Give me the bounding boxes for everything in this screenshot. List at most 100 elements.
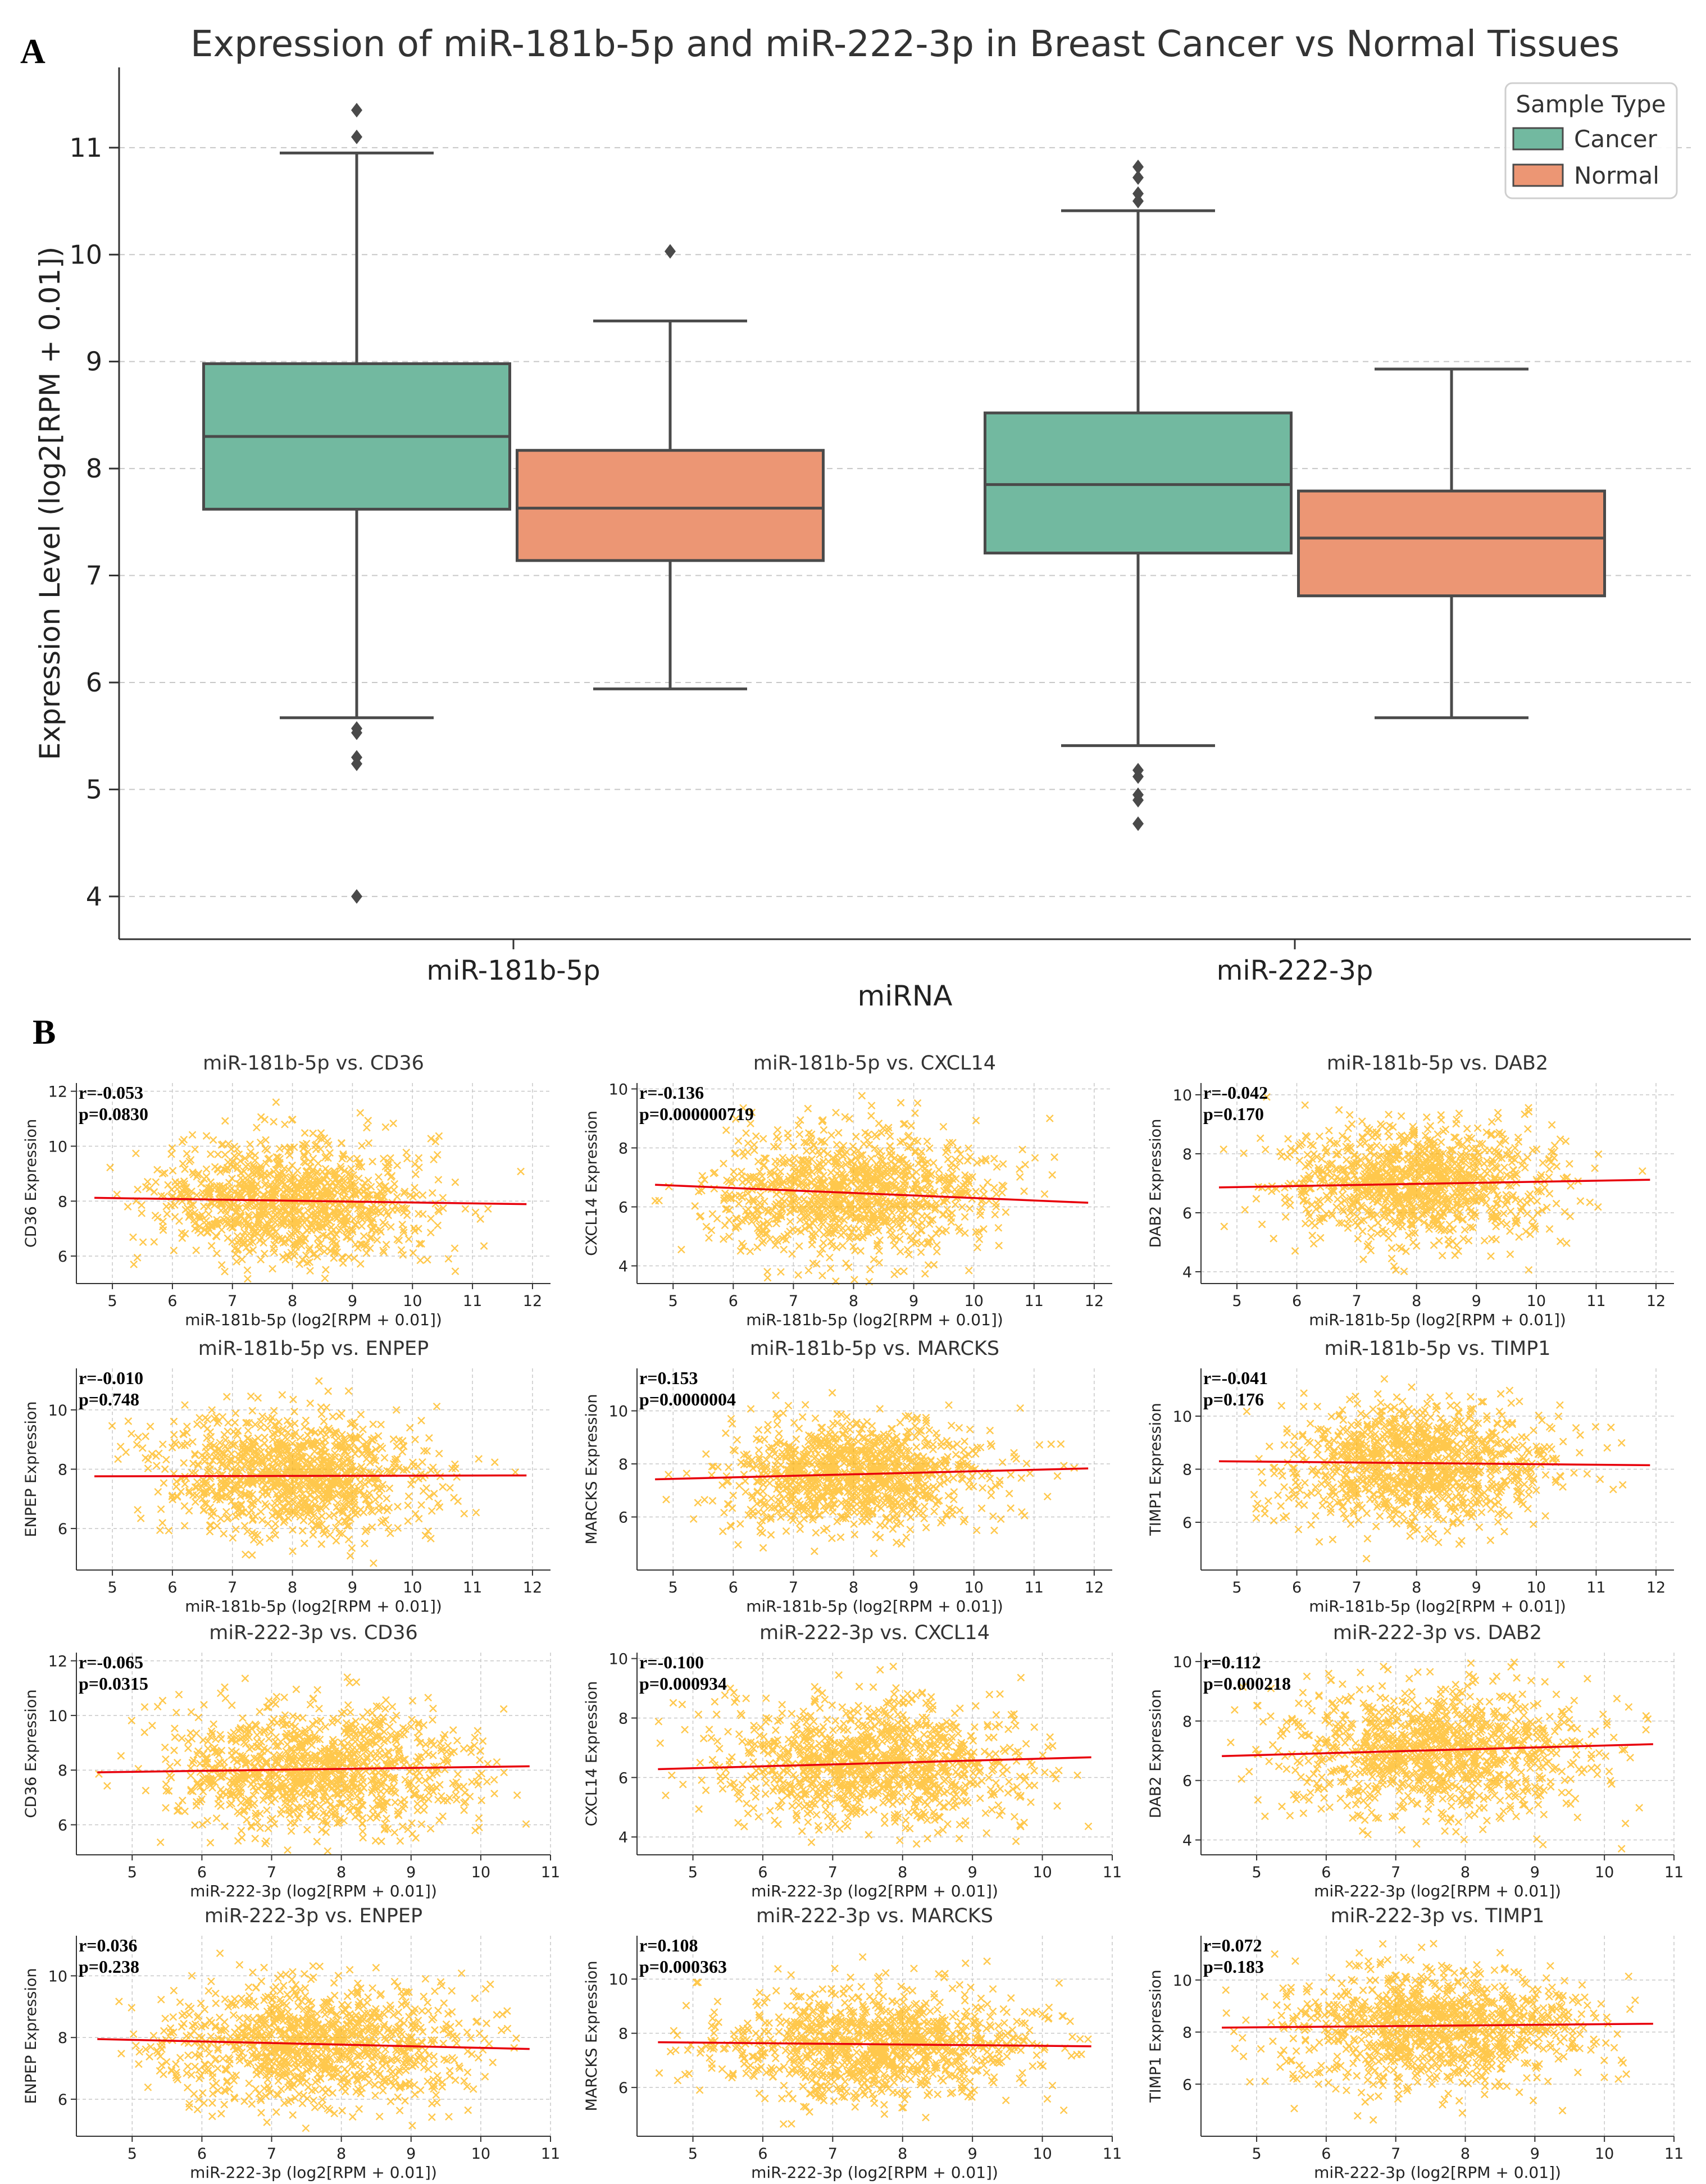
p-value-label: p=0.000363: [639, 1957, 727, 1977]
correlation-r-label: r=-0.136: [639, 1082, 704, 1103]
y-tick-label: 6: [58, 1248, 67, 1266]
x-tick-label: 6: [758, 1864, 767, 1881]
scatter-panel-1: 5 6 7 8 9 10 11 12 6 8 10 12 miR-181b-5p vs. CD36 miR…: [22, 1052, 551, 1329]
y-tick-label: 10: [1173, 1654, 1192, 1671]
scatter-title: miR-181b-5p vs. CXCL14: [753, 1052, 996, 1075]
y-tick-label: 10: [1173, 1087, 1192, 1104]
y-tick-label: 6: [618, 1199, 628, 1217]
x-tick-label: 10: [403, 1579, 422, 1596]
scatter-panel-7: 5 6 7 8 9 10 11 6 8 10 12 miR-222-3p vs. CD36 miR-22…: [22, 1622, 560, 1900]
x-tick-label: 8: [288, 1579, 297, 1596]
y-tick-label: 6: [1182, 1205, 1192, 1222]
x-tick-label: 12: [1646, 1293, 1666, 1310]
legend-title: Sample Type: [1516, 90, 1666, 118]
scatter-panel-6: 5 6 7 8 9 10 11 12 6 8 10 miR-181b-5p vs. TIMP1 miR-…: [1147, 1337, 1674, 1616]
y-tick-label: 8: [1182, 1146, 1192, 1163]
y-tick-label: 8: [58, 1193, 67, 1211]
x-tick-label: 6: [729, 1293, 738, 1310]
x-tick-label: 10: [965, 1579, 984, 1596]
y-tick-label: 8: [58, 1762, 67, 1780]
x-tick-label: 9: [1530, 1864, 1540, 1881]
outlier-marker: [351, 129, 362, 144]
x-tick-label: 9: [909, 1293, 918, 1310]
x-tick-label: 6: [758, 2145, 767, 2163]
y-axis-label: CD36 Expression: [22, 1119, 40, 1248]
x-tick-label: 10: [1527, 1579, 1546, 1596]
y-tick-label: 10: [609, 1403, 628, 1421]
y-axis-label: ENPEP Expression: [22, 1401, 40, 1537]
x-axis-label: miR-181b-5p (log2[RPM + 0.01]): [185, 1311, 442, 1329]
y-tick-label: 4: [1182, 1264, 1192, 1281]
outlier-marker: [351, 725, 362, 740]
x-tick-label: 8: [898, 1864, 907, 1881]
x-axis-label: miR-222-3p (log2[RPM + 0.01]): [751, 2163, 998, 2182]
correlation-r-label: r=0.036: [79, 1935, 137, 1955]
scatter-title: miR-181b-5p vs. ENPEP: [198, 1337, 429, 1360]
x-axis-label: miR-222-3p (log2[RPM + 0.01]): [1314, 2163, 1561, 2182]
x-tick-label: 11: [1586, 1579, 1605, 1596]
x-tick-label: 8: [898, 2145, 907, 2163]
x-tick-label: 6: [1321, 2145, 1331, 2163]
y-tick-label: 4: [1182, 1832, 1192, 1850]
scatter-panel-10: 5 6 7 8 9 10 11 6 8 10 miR-222-3p vs. ENPEP miR-222…: [22, 1905, 560, 2182]
outlier-marker: [1132, 816, 1144, 831]
x-tick-label: 9: [406, 2145, 416, 2163]
boxplot-chart: 4 5 6 7 8 9 10 11 miR-181b-5p miR-222-3p Expressio…: [34, 24, 1691, 1012]
y-tick-label: 6: [58, 2091, 67, 2109]
x-tick-label: 12: [523, 1293, 542, 1310]
outlier-marker: [1132, 793, 1144, 808]
x-tick-label: 7: [1391, 1864, 1400, 1881]
y-tick-label: 8: [618, 2026, 628, 2043]
y-tick-label: 6: [1182, 2076, 1192, 2094]
x-tick-label: 12: [1085, 1579, 1104, 1596]
regression-line: [94, 1474, 527, 1477]
x-tick-label: 10: [965, 1293, 984, 1310]
p-value-label: p=0.0315: [79, 1673, 148, 1694]
regression-line: [1218, 1179, 1650, 1189]
y-tick-label: 6: [86, 667, 102, 698]
x-tick-label: 5: [108, 1579, 117, 1596]
y-tick-label: 10: [1173, 1972, 1192, 1990]
y-tick-label: 4: [86, 881, 102, 912]
y-axis-label: MARCKS Expression: [583, 1394, 600, 1544]
regression-line: [1222, 1743, 1653, 1757]
scatter-title: miR-222-3p vs. DAB2: [1333, 1622, 1542, 1644]
y-tick-label: 8: [618, 1456, 628, 1473]
scatter-title: miR-181b-5p vs. TIMP1: [1324, 1337, 1550, 1360]
x-tick-label: 6: [167, 1293, 177, 1310]
regression-line: [94, 1196, 527, 1205]
regression-line: [97, 1765, 530, 1773]
x-tick-label: 8: [1412, 1579, 1421, 1596]
outlier-marker: [1132, 170, 1144, 185]
x-tick-label: 12: [523, 1579, 542, 1596]
x-tick-label: 11: [463, 1293, 482, 1310]
box-normal: [516, 449, 825, 562]
x-axis-label: miR-181b-5p (log2[RPM + 0.01]): [746, 1311, 1003, 1329]
x-tick-label: 5: [688, 1864, 698, 1881]
y-tick-label: 6: [58, 1817, 67, 1834]
p-value-label: p=0.000218: [1203, 1673, 1291, 1694]
scatter-points: [1243, 1375, 1627, 1563]
x-tick-label: 10: [1032, 1864, 1052, 1881]
regression-line: [655, 1184, 1089, 1204]
y-axis-label: ENPEP Expression: [22, 1968, 40, 2104]
y-tick-label: 8: [58, 1462, 67, 1479]
x-tick-label: miR-181b-5p: [426, 955, 600, 986]
y-tick-label: 10: [609, 1651, 628, 1668]
y-tick-label: 10: [609, 1971, 628, 1989]
correlation-r-label: r=-0.065: [79, 1652, 143, 1672]
scatter-points: [115, 1949, 520, 2132]
scatter-panel-5: 5 6 7 8 9 10 11 12 6 8 10 miR-181b-5p vs. MARCKS miR…: [583, 1337, 1112, 1616]
correlation-r-label: r=-0.053: [79, 1082, 143, 1103]
x-tick-label: 5: [1232, 1293, 1241, 1310]
chart-title: Expression of miR-181b-5p and miR-222-3p…: [190, 24, 1619, 65]
x-tick-label: 6: [197, 2145, 207, 2163]
x-tick-label: 7: [1391, 2145, 1400, 2163]
y-tick-label: 8: [1182, 1462, 1192, 1479]
p-value-label: p=0.000934: [639, 1673, 727, 1694]
x-tick-label: 8: [288, 1293, 297, 1310]
outlier-marker: [1132, 186, 1144, 201]
y-tick-label: 6: [1182, 1773, 1192, 1790]
x-tick-label: 8: [336, 2145, 346, 2163]
x-tick-label: 11: [1586, 1293, 1605, 1310]
